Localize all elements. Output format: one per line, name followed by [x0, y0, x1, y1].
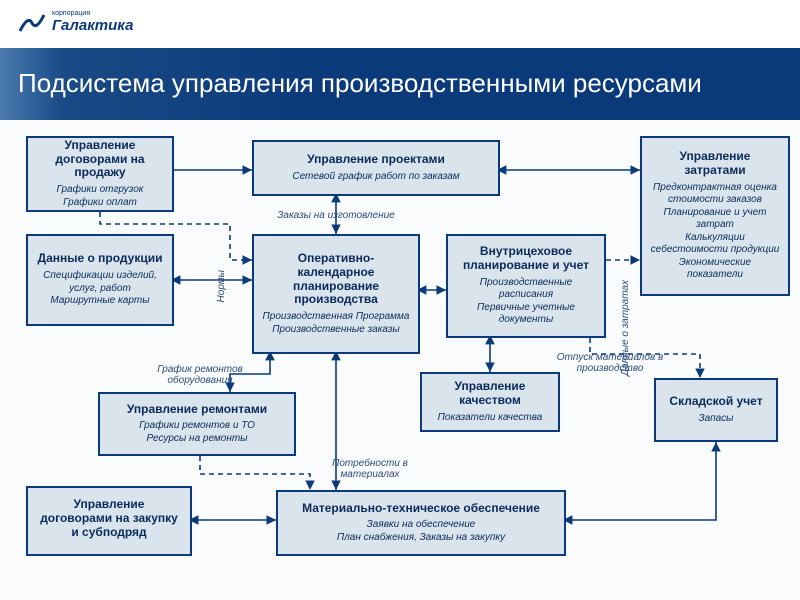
node-body: Запасы: [664, 413, 768, 426]
node-title: Оперативно-календарное планирование прои…: [262, 252, 410, 307]
node-qual: Управление качеством Показатели качества: [420, 372, 560, 432]
node-body: Сетевой график работ по заказам: [262, 171, 490, 184]
node-body: Спецификации изделий, услуг, работ Маршр…: [36, 270, 164, 308]
node-title: Управление качеством: [430, 380, 550, 408]
edge-label: Нормы: [216, 270, 227, 302]
node-plan: Оперативно-календарное планирование прои…: [252, 234, 420, 354]
node-body: Производственные расписания Первичные уч…: [456, 277, 596, 327]
node-title: Управление затратами: [650, 150, 780, 178]
logo: корпорация Галактика: [18, 10, 133, 35]
node-mto: Материально-техническое обеспечение Заявк…: [276, 490, 566, 556]
node-title: Материально-техническое обеспечение: [286, 502, 556, 516]
node-title: Данные о продукции: [36, 252, 164, 266]
edge-mto-stock: [566, 442, 716, 520]
logo-text: Галактика: [52, 17, 133, 34]
node-repair: Управление ремонтами Графики ремонтов и Т…: [98, 392, 296, 456]
node-costs: Управление затратами Предконтрактная оцен…: [640, 136, 790, 296]
node-body: Показатели качества: [430, 412, 550, 425]
edge-label: Заказы на изготовление: [256, 210, 416, 221]
page-title: Подсистема управления производственными …: [18, 69, 702, 99]
node-stock: Складской учет Запасы: [654, 378, 778, 442]
node-title: Управление договорами на закупку и субпо…: [36, 498, 182, 539]
edge-label: Отпуск материалов в производство: [555, 352, 665, 374]
node-body: Заявки на обеспечение План снабжения, За…: [286, 519, 556, 544]
node-title: Управление проектами: [262, 153, 490, 167]
node-body: Предконтрактная оценка стоимости заказов…: [650, 182, 780, 282]
node-title: Управление ремонтами: [108, 403, 286, 417]
logo-sub: корпорация: [52, 10, 133, 17]
node-body: Производственная Программа Производствен…: [262, 311, 410, 336]
node-body: Графики ремонтов и ТО Ресурсы на ремонты: [108, 420, 286, 445]
node-sales: Управление договорами на продажу Графики …: [26, 136, 174, 212]
title-bar: Подсистема управления производственными …: [0, 48, 800, 120]
diagram-canvas: Управление договорами на продажу Графики …: [0, 120, 800, 600]
node-title: Управление договорами на продажу: [36, 139, 164, 180]
node-buy: Управление договорами на закупку и субпо…: [26, 486, 192, 556]
node-title: Внутрицеховое планирование и учет: [456, 245, 596, 273]
node-prod: Данные о продукции Спецификации изделий, …: [26, 234, 174, 326]
logo-mark-icon: [18, 13, 46, 33]
node-title: Складской учет: [664, 395, 768, 409]
node-proj: Управление проектами Сетевой график работ…: [252, 140, 500, 196]
node-shop: Внутрицеховое планирование и учет Произво…: [446, 234, 606, 338]
node-body: Графики отгрузок Графики оплат: [36, 184, 164, 209]
edge-label: Потребности в материалах: [310, 458, 430, 480]
header: корпорация Галактика: [0, 0, 800, 48]
edge-label: График ремонтов оборудования: [140, 364, 260, 386]
edge-repair-mto: [200, 456, 310, 490]
